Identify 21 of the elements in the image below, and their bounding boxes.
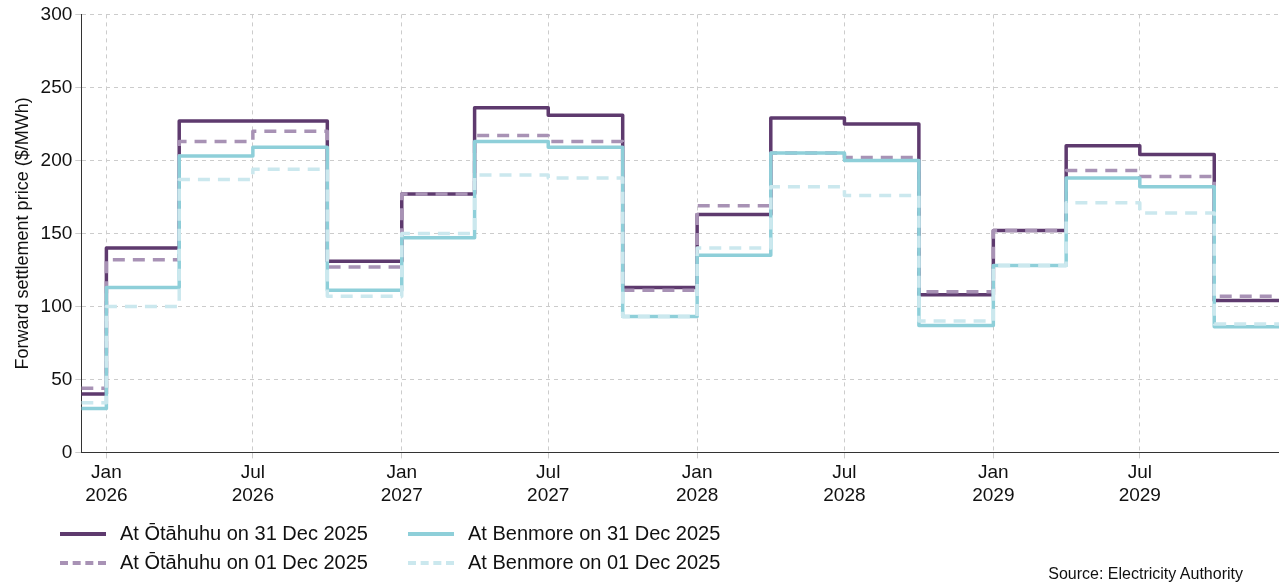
x-tick-label: Jan 2026 — [85, 461, 128, 505]
y-tick-label: 300 — [40, 2, 73, 24]
source-note: Source: Electricity Authority — [1048, 565, 1243, 583]
x-tick-label: Jan 2029 — [972, 461, 1015, 505]
legend-label: At Benmore on 01 Dec 2025 — [467, 551, 721, 574]
y-tick-label: 250 — [40, 75, 73, 97]
x-tick-label: Jul 2026 — [231, 461, 274, 505]
y-tick-label: 200 — [40, 148, 73, 170]
x-tick-label: Jan 2027 — [380, 461, 423, 505]
y-tick-label: 50 — [51, 367, 73, 389]
legend-label: At Ōtāhuhu on 31 Dec 2025 — [120, 522, 368, 545]
x-tick-label: Jul 2029 — [1118, 461, 1161, 505]
y-axis-title: Forward settlement price ($/MWh) — [11, 97, 32, 370]
y-tick-label: 150 — [40, 221, 73, 243]
x-tick-label: Jul 2028 — [823, 461, 866, 505]
legend-label: At Benmore on 31 Dec 2025 — [467, 522, 721, 545]
legend-label: At Ōtāhuhu on 01 Dec 2025 — [120, 551, 368, 574]
x-tick-label: Jan 2028 — [676, 461, 719, 505]
x-tick-label: Jul 2027 — [527, 461, 570, 505]
y-tick-label: 100 — [40, 294, 73, 316]
y-tick-label: 0 — [61, 440, 73, 462]
